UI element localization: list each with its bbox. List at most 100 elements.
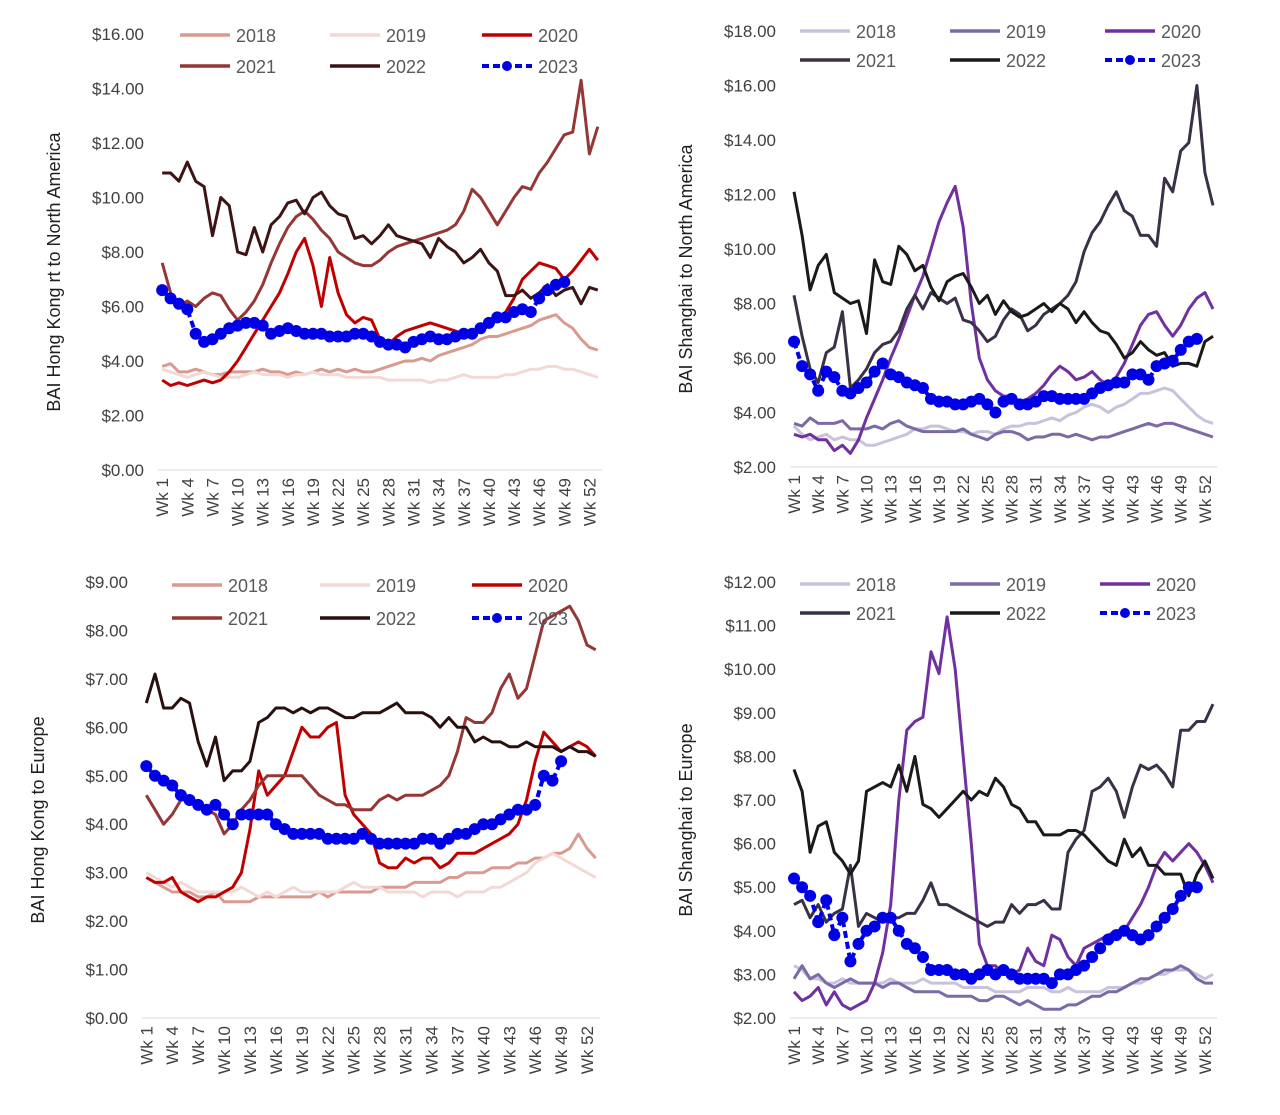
x-tick-label: Wk 31 — [397, 1026, 416, 1074]
x-tick-label: Wk 49 — [1172, 475, 1191, 523]
y-axis-title: BAI Hong Kong rt to North America — [44, 131, 64, 411]
series-line-2018 — [792, 386, 1214, 447]
legend-label: 2018 — [236, 26, 276, 46]
x-tick-label: Wk 19 — [293, 1026, 312, 1074]
x-tick-label: Wk 10 — [858, 475, 877, 523]
x-tick-label: Wk 31 — [1027, 475, 1046, 523]
data-point-2023 — [244, 808, 257, 821]
data-point-2023 — [298, 327, 311, 340]
x-tick-label: Wk 40 — [1099, 1026, 1118, 1074]
data-point-2023 — [804, 368, 817, 381]
data-point-2023 — [457, 327, 470, 340]
data-point-2023 — [1086, 950, 1099, 963]
series-line-2021 — [792, 84, 1215, 390]
x-tick-label: Wk 1 — [785, 475, 804, 514]
chart-svg: $2.00 $3.00 $4.00 $5.00 $6.00 $7.00 $8.00 $9.00… — [676, 573, 1217, 1074]
series-line-2022 — [162, 160, 599, 306]
legend-item-2020: 2020 — [1100, 575, 1196, 595]
x-tick-label: Wk 4 — [178, 478, 197, 517]
x-tick-label: Wk 49 — [552, 1026, 571, 1074]
data-point-2023 — [332, 330, 345, 343]
legend-marker — [1120, 608, 1130, 618]
x-tick-label: Wk 37 — [1075, 1026, 1094, 1074]
x-tick-label: Wk 19 — [304, 478, 323, 526]
x-tick-label: Wk 16 — [267, 1026, 286, 1074]
legend-label: 2020 — [538, 26, 578, 46]
x-tick-label: Wk 52 — [578, 1026, 597, 1074]
y-tick-label: $5.00 — [733, 878, 776, 897]
y-tick-label: $4.00 — [733, 922, 776, 941]
x-tick-label: Wk 46 — [530, 478, 549, 526]
x-tick-label: Wk 10 — [858, 1026, 877, 1074]
x-tick-label: Wk 43 — [1123, 1026, 1142, 1074]
x-tick-label: Wk 7 — [833, 475, 852, 514]
legend-label: 2023 — [1156, 604, 1196, 624]
data-point-2023 — [304, 827, 317, 840]
data-point-2023 — [1118, 376, 1131, 389]
data-point-2023 — [828, 929, 841, 942]
legend-item-2022: 2022 — [950, 604, 1046, 624]
y-tick-label: $10.00 — [724, 240, 776, 259]
y-tick-label: $6.00 — [101, 298, 144, 317]
data-point-2023 — [306, 327, 319, 340]
x-tick-label: Wk 37 — [455, 478, 474, 526]
x-tick-label: Wk 16 — [906, 1026, 925, 1074]
data-point-2023 — [844, 955, 857, 968]
x-tick-label: Wk 34 — [422, 1026, 441, 1074]
data-point-2023 — [140, 760, 153, 773]
data-point-2023 — [189, 327, 202, 340]
y-axis-title: BAI Shanghai to Europe — [676, 723, 696, 916]
data-point-2023 — [256, 319, 269, 332]
y-tick-label: $1.00 — [85, 961, 128, 980]
data-point-2023 — [916, 381, 929, 394]
data-point-2023 — [511, 803, 524, 816]
y-tick-label: $4.00 — [733, 404, 776, 423]
y-tick-label: $0.00 — [101, 461, 144, 480]
x-tick-label: Wk 52 — [1196, 475, 1215, 523]
legend-label: 2019 — [386, 26, 426, 46]
x-tick-label: Wk 43 — [1123, 475, 1142, 523]
x-tick-label: Wk 22 — [319, 1026, 338, 1074]
y-axis-title: BAI Shanghai to North America — [676, 143, 696, 393]
y-tick-label: $4.00 — [101, 352, 144, 371]
y-tick-label: $14.00 — [92, 80, 144, 99]
data-point-2023 — [235, 808, 248, 821]
data-point-2023 — [339, 832, 352, 845]
data-point-2023 — [181, 303, 194, 316]
data-point-2023 — [1190, 332, 1203, 345]
x-tick-label: Wk 25 — [345, 1026, 364, 1074]
legend-item-2019: 2019 — [950, 575, 1046, 595]
y-tick-label: $2.00 — [733, 1009, 776, 1028]
x-tick-label: Wk 34 — [1051, 1026, 1070, 1074]
series-line-2021 — [145, 604, 597, 836]
x-tick-label: Wk 43 — [505, 478, 524, 526]
x-tick-label: Wk 13 — [882, 1026, 901, 1074]
data-point-2023 — [1142, 373, 1155, 386]
data-point-2023 — [892, 924, 905, 937]
data-point-2023 — [166, 779, 179, 792]
data-point-2023 — [477, 818, 490, 831]
x-tick-label: Wk 16 — [906, 475, 925, 523]
legend-label: 2022 — [376, 609, 416, 629]
x-tick-label: Wk 4 — [163, 1026, 182, 1065]
x-tick-label: Wk 25 — [978, 1026, 997, 1074]
legend-label: 2021 — [236, 57, 276, 77]
y-tick-label: $12.00 — [724, 186, 776, 205]
legend-label: 2018 — [856, 22, 896, 42]
x-tick-label: Wk 28 — [1003, 1026, 1022, 1074]
data-point-2023 — [1078, 959, 1091, 972]
data-point-2023 — [876, 357, 889, 370]
data-point-2023 — [432, 333, 445, 346]
x-tick-label: Wk 16 — [279, 478, 298, 526]
legend-item-2020: 2020 — [482, 26, 578, 46]
y-tick-label: $2.00 — [101, 407, 144, 426]
y-tick-label: $7.00 — [85, 670, 128, 689]
legend-item-2021: 2021 — [800, 604, 896, 624]
x-tick-label: Wk 40 — [480, 478, 499, 526]
series-line-2020 — [792, 615, 1215, 1011]
x-tick-label: Wk 43 — [500, 1026, 519, 1074]
data-point-2023 — [252, 808, 265, 821]
data-point-2023 — [218, 808, 231, 821]
x-tick-label: Wk 1 — [137, 1026, 156, 1065]
legend-item-2023: 2023 — [1100, 604, 1196, 624]
